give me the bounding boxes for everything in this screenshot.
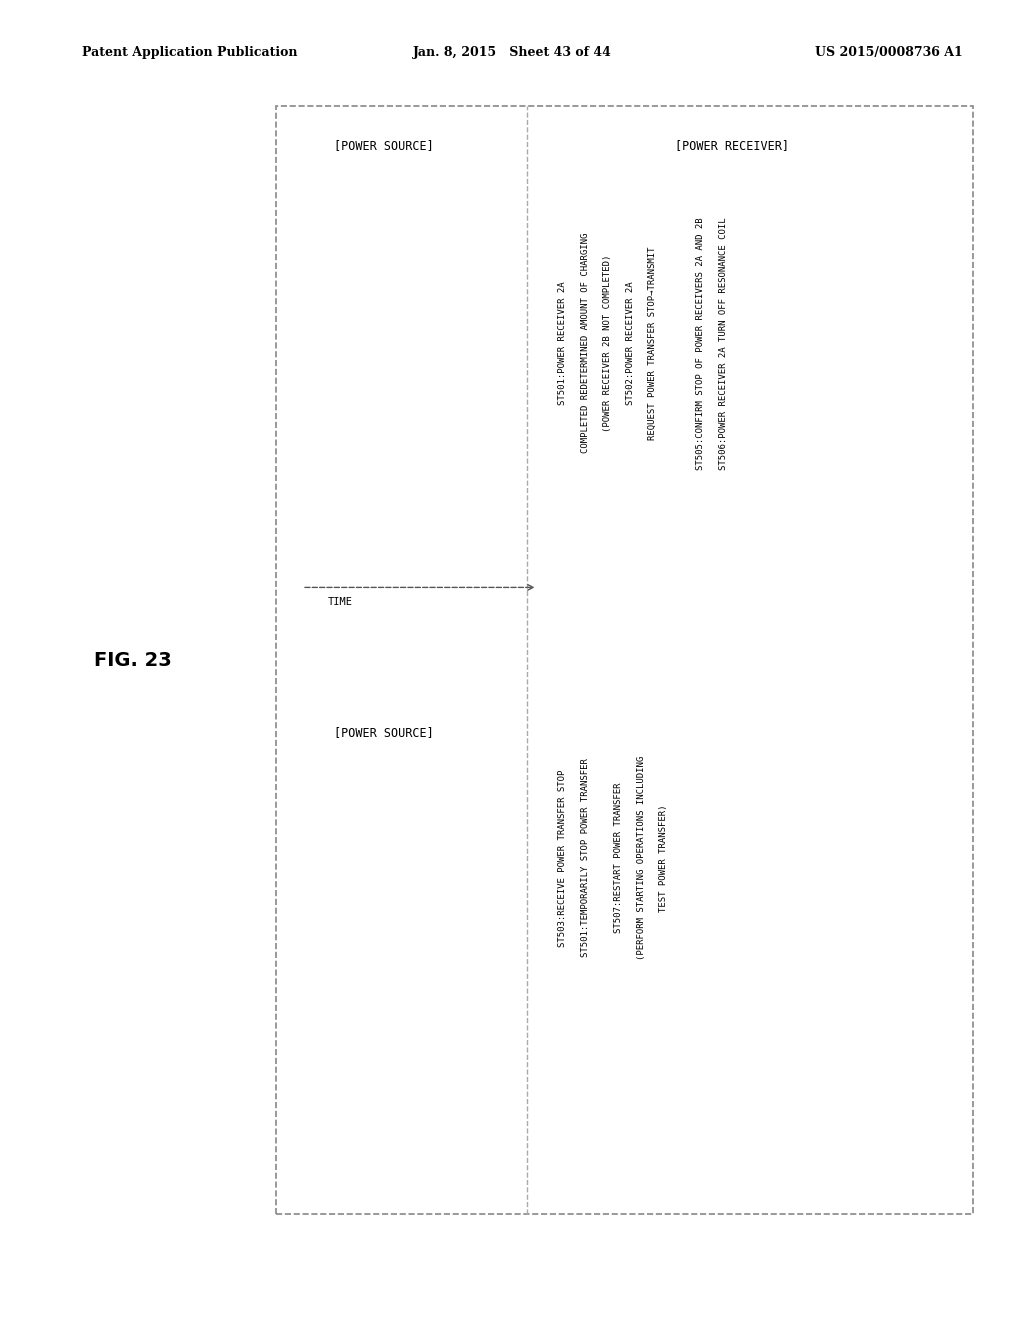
Text: Jan. 8, 2015   Sheet 43 of 44: Jan. 8, 2015 Sheet 43 of 44 xyxy=(413,46,611,59)
Text: [POWER RECEIVER]: [POWER RECEIVER] xyxy=(675,139,790,152)
Text: ST503:RECEIVE POWER TRANSFER STOP: ST503:RECEIVE POWER TRANSFER STOP xyxy=(558,770,567,946)
Text: [POWER SOURCE]: [POWER SOURCE] xyxy=(334,139,434,152)
Text: ST506:POWER RECEIVER 2A TURN OFF RESONANCE COIL: ST506:POWER RECEIVER 2A TURN OFF RESONAN… xyxy=(719,216,728,470)
Text: ST501:TEMPORARILY STOP POWER TRANSFER: ST501:TEMPORARILY STOP POWER TRANSFER xyxy=(581,759,590,957)
Text: (PERFORM STARTING OPERATIONS INCLUDING: (PERFORM STARTING OPERATIONS INCLUDING xyxy=(637,756,646,960)
Text: TEST POWER TRANSFER): TEST POWER TRANSFER) xyxy=(659,804,669,912)
Text: US 2015/0008736 A1: US 2015/0008736 A1 xyxy=(815,46,963,59)
Text: Patent Application Publication: Patent Application Publication xyxy=(82,46,297,59)
Text: COMPLETED REDETERMINED AMOUNT OF CHARGING: COMPLETED REDETERMINED AMOUNT OF CHARGIN… xyxy=(581,234,590,453)
Text: TIME: TIME xyxy=(328,597,352,607)
Text: ST505:CONFIRM STOP OF POWER RECEIVERS 2A AND 2B: ST505:CONFIRM STOP OF POWER RECEIVERS 2A… xyxy=(696,216,706,470)
Text: ST502:POWER RECEIVER 2A: ST502:POWER RECEIVER 2A xyxy=(626,281,635,405)
Text: ST501:POWER RECEIVER 2A: ST501:POWER RECEIVER 2A xyxy=(558,281,567,405)
Text: FIG. 23: FIG. 23 xyxy=(94,651,172,669)
Text: [POWER SOURCE]: [POWER SOURCE] xyxy=(334,726,434,739)
FancyBboxPatch shape xyxy=(276,106,973,1214)
Text: REQUEST POWER TRANSFER STOP→TRANSMIT: REQUEST POWER TRANSFER STOP→TRANSMIT xyxy=(648,247,657,440)
Text: (POWER RECEIVER 2B NOT COMPLETED): (POWER RECEIVER 2B NOT COMPLETED) xyxy=(603,255,612,432)
Text: ST507:RESTART POWER TRANSFER: ST507:RESTART POWER TRANSFER xyxy=(614,783,624,933)
